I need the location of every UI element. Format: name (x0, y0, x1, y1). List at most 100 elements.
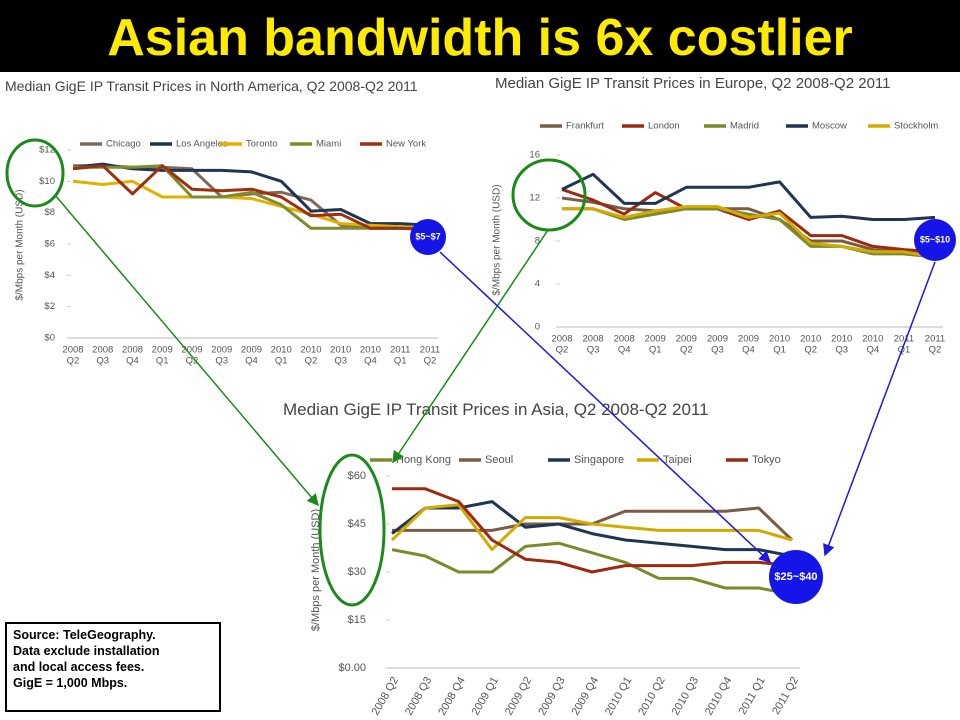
x-tick-label: Q3 (711, 345, 724, 356)
y-tick-label: $4 (44, 270, 55, 281)
legend-label: Singapore (574, 454, 624, 466)
x-tick-label: 2008 (614, 334, 635, 345)
series-line (390, 503, 793, 552)
y-tick-label: 12 (529, 193, 540, 204)
x-tick-label: 2008 (62, 345, 83, 356)
legend-label: Tokyo (752, 454, 781, 466)
series-line (562, 205, 936, 259)
bubble-label: $5~$10 (920, 234, 950, 244)
series-line (562, 207, 936, 259)
x-tick-label: Q3 (334, 356, 347, 367)
x-tick-label: 2008 Q2 (370, 675, 401, 718)
bubble-label: $5~$7 (415, 231, 440, 241)
legend-label: Los Angeles (176, 139, 228, 150)
x-tick-label: 2009 (707, 334, 728, 345)
price-bubble (914, 219, 956, 261)
x-tick-label: Q1 (898, 345, 911, 356)
x-tick-label: Q3 (835, 345, 848, 356)
x-tick-label: 2009 (676, 334, 697, 345)
x-tick-label: Q2 (680, 345, 693, 356)
legend-label: Miami (316, 139, 341, 150)
x-tick-label: 2009 (241, 345, 262, 356)
price-bubble (410, 219, 446, 255)
series-line (391, 541, 793, 596)
y-tick-label: $30 (348, 566, 366, 578)
arrow (54, 194, 319, 507)
y-tick-label: 8 (535, 236, 540, 247)
highlight-ellipse (511, 158, 587, 232)
legend-label: New York (386, 139, 426, 150)
source-line: and local access fees. (13, 660, 145, 674)
price-bubble (769, 550, 823, 604)
x-tick-label: Q1 (156, 356, 169, 367)
x-tick-label: 2010 Q2 (636, 675, 667, 718)
x-tick-label: 2010 (330, 345, 351, 356)
legend-label: Chicago (106, 139, 141, 150)
x-tick-label: Q2 (424, 356, 437, 367)
slide-title: Asian bandwidth is 6x costlier (0, 0, 960, 72)
x-tick-label: 2008 Q3 (403, 675, 434, 718)
x-tick-label: 2011 (925, 334, 945, 345)
legend-label: Taipei (663, 454, 692, 466)
y-tick-label: $6 (44, 239, 55, 250)
x-tick-label: Q2 (305, 356, 318, 367)
x-tick-label: Q1 (773, 345, 786, 356)
highlight-ellipse (5, 138, 65, 208)
x-tick-label: 2011 Q1 (737, 675, 768, 717)
x-tick-label: Q2 (929, 345, 942, 356)
x-tick-label: 2010 (271, 345, 292, 356)
x-tick-label: Q3 (96, 356, 109, 367)
x-tick-label: Q4 (866, 345, 879, 356)
x-tick-label: Q4 (245, 356, 258, 367)
x-tick-label: Q1 (275, 356, 288, 367)
x-tick-label: 2009 Q3 (536, 675, 567, 718)
legend-label: Frankfurt (566, 121, 604, 132)
x-tick-label: 2009 (181, 345, 202, 356)
y-axis-title: $/Mbps per Month (USD) (492, 184, 503, 295)
y-tick-label: $0.00 (338, 662, 366, 674)
chart-title: Median GigE IP Transit Prices in Europe,… (495, 75, 891, 92)
x-tick-label: 2010 (800, 334, 821, 345)
legend-label: Madrid (730, 121, 759, 132)
series-line (72, 179, 431, 230)
x-tick-label: 2009 (211, 345, 232, 356)
source-line: GigE = 1,000 Mbps. (13, 676, 128, 690)
x-tick-label: 2009 Q2 (503, 675, 534, 718)
y-tick-label: $12 (39, 145, 55, 156)
legend-label: Toronto (246, 139, 278, 150)
series-line (561, 172, 936, 221)
series-line (391, 500, 793, 558)
x-tick-label: 2008 (122, 345, 143, 356)
x-tick-label: 2010 (862, 334, 883, 345)
y-tick-label: $10 (39, 176, 55, 187)
x-tick-label: Q2 (67, 356, 80, 367)
x-tick-label: 2010 Q1 (603, 675, 634, 718)
highlight-ellipse (318, 453, 386, 607)
series-line (72, 164, 431, 232)
y-tick-label: $0 (44, 333, 55, 344)
x-tick-label: Q3 (587, 345, 600, 356)
x-tick-label: Q4 (618, 345, 631, 356)
x-tick-label: 2010 (831, 334, 852, 345)
legend-label: London (648, 121, 680, 132)
x-tick-label: Q2 (804, 345, 817, 356)
x-tick-label: Q2 (556, 345, 569, 356)
y-tick-label: 4 (535, 279, 540, 290)
y-tick-label: $2 (44, 301, 55, 312)
x-tick-label: 2010 Q4 (703, 675, 734, 718)
x-tick-label: 2008 (551, 334, 572, 345)
x-tick-label: 2009 (645, 334, 666, 345)
y-tick-label: 0 (535, 322, 540, 333)
y-tick-label: 16 (529, 150, 540, 161)
y-axis-title: $/Mbps per Month (USD) (15, 189, 26, 300)
y-tick-label: $60 (348, 470, 366, 482)
x-tick-label: 2009 (152, 345, 173, 356)
x-tick-label: 2009 Q1 (470, 675, 501, 718)
x-tick-label: 2011 (420, 345, 440, 356)
x-tick-label: 2009 Q4 (570, 675, 601, 718)
x-tick-label: 2010 (300, 345, 321, 356)
series-line (392, 487, 793, 574)
legend-label: Hong Kong (396, 454, 451, 466)
